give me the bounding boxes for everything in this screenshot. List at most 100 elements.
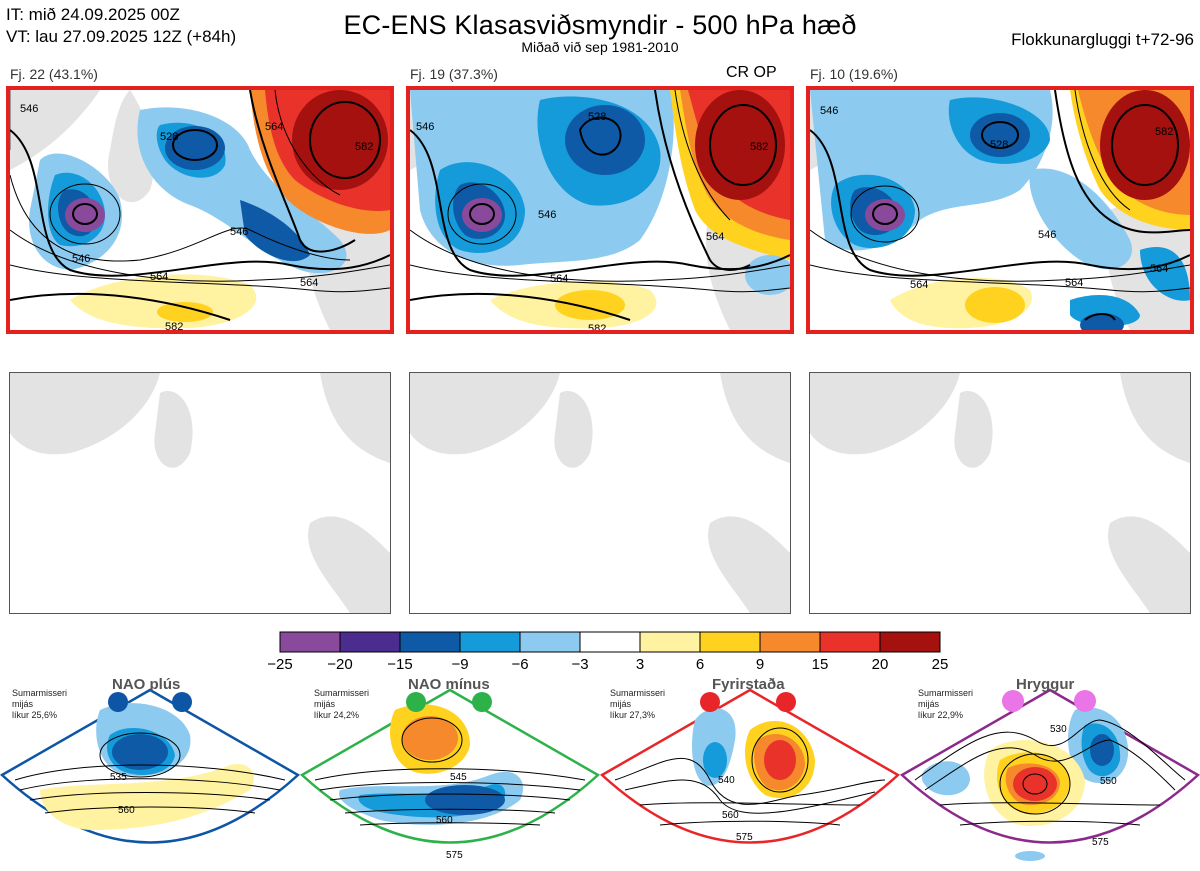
regime-ridge-contour-c: 575 — [1092, 837, 1109, 848]
cluster-1-contour-c: 564 — [265, 121, 283, 133]
cluster-3-contour-e: 582 — [1155, 126, 1173, 138]
regime-nao-minus-stat: mijás — [314, 699, 336, 709]
cluster-2-map-graphic: 546 528 546 564 564 582 582 — [410, 90, 790, 330]
colorbar-swatch-7 — [639, 631, 701, 653]
cluster-2-contour-b: 528 — [588, 111, 606, 123]
cluster-3-contour-c: 546 — [1038, 229, 1056, 241]
regime-blocking-season: Sumarmisseri — [610, 688, 666, 698]
regime-nao-minus-contour-a: 545 — [450, 772, 467, 783]
colorbar-swatch-2 — [339, 631, 401, 653]
control-operational-marker: CR OP — [726, 64, 777, 81]
colorbar-tick: −3 — [571, 656, 589, 673]
regime-ridge-info: Sumarmisseri mijás líkur 22,9% — [918, 688, 973, 721]
colorbar-swatch-11 — [879, 631, 941, 653]
cluster-1-label: Fj. 22 (43.1%) — [10, 66, 98, 82]
regime-nao-plus-title: NAO plús — [112, 676, 181, 693]
cluster-3-contour-d: 564 — [910, 279, 928, 291]
regime-nao-plus-stat: mijás — [12, 699, 34, 709]
colorbar-tick: 20 — [871, 656, 889, 673]
cluster-1-contour-i: 546 — [72, 253, 90, 265]
regime-blocking[interactable]: 540 560 575 Fyrirstaða Sumarmisseri mijá… — [600, 676, 900, 870]
empty-cluster-map-2[interactable] — [409, 372, 791, 614]
cluster-2-label: Fj. 19 (37.3%) — [410, 66, 498, 82]
regime-blocking-graphic: 540 560 575 — [600, 688, 900, 844]
regime-nao-minus-prob: líkur 24,2% — [314, 710, 360, 720]
cluster-3-contour-f: 564 — [1065, 277, 1083, 289]
regime-nao-minus-graphic: 545 560 575 — [300, 688, 600, 861]
colorbar-swatch-6 — [579, 631, 641, 653]
regime-nao-plus-season: Sumarmisseri — [12, 688, 68, 698]
regime-blocking-stat: mijás — [610, 699, 632, 709]
cluster-1-contour-g: 582 — [165, 321, 183, 330]
colorbar-tick: 3 — [635, 656, 645, 673]
cluster-3-contour-a: 546 — [820, 105, 838, 117]
regime-ridge-prob: líkur 22,9% — [918, 710, 964, 720]
cluster-3-contour-g: 564 — [1150, 263, 1168, 275]
time-info: IT: mið 24.09.2025 00Z VT: lau 27.09.202… — [6, 4, 236, 48]
cluster-2-contour-g: 582 — [750, 141, 768, 153]
colorbar-swatch-3 — [399, 631, 461, 653]
regime-nao-plus-contour-b: 560 — [118, 805, 135, 816]
regime-nao-plus-info: Sumarmisseri mijás líkur 25,6% — [12, 688, 67, 721]
regime-ridge-title: Hryggur — [1016, 676, 1075, 693]
regime-ridge-stat: mijás — [918, 699, 940, 709]
regime-nao-minus-dot-1 — [406, 692, 426, 712]
regime-blocking-dot-2 — [776, 692, 796, 712]
regime-nao-minus-contour-b: 560 — [436, 815, 453, 826]
regime-blocking-contour-b: 560 — [722, 810, 739, 821]
regime-blocking-info: Sumarmisseri mijás líkur 27,3% — [610, 688, 665, 721]
page-subtitle: Miðað við sep 1981-2010 — [521, 39, 679, 55]
cluster-2-contour-c: 546 — [538, 209, 556, 221]
colorbar-tick: −25 — [267, 656, 293, 673]
regime-ridge-dot-1 — [1002, 690, 1024, 712]
cluster-1-contour-b: 528 — [160, 131, 178, 143]
regime-ridge-season: Sumarmisseri — [918, 688, 974, 698]
colorbar-tick: 15 — [811, 656, 829, 673]
regime-blocking-contour-c: 575 — [736, 832, 753, 843]
regime-ridge-contour-a: 530 — [1050, 724, 1067, 735]
regime-ridge[interactable]: 530 550 575 Hryggur Sumarmisseri mijás l… — [900, 676, 1200, 870]
colorbar-tick: 25 — [931, 656, 949, 673]
cluster-2-contour-f: 582 — [588, 323, 606, 330]
colorbar-tick: −20 — [327, 656, 353, 673]
colorbar-tick: −9 — [451, 656, 469, 673]
colorbar-tick: 9 — [755, 656, 765, 673]
regime-nao-minus-title: NAO mínus — [408, 676, 490, 693]
regime-nao-plus-dot-2 — [172, 692, 192, 712]
regime-nao-plus-prob: líkur 25,6% — [12, 710, 58, 720]
regime-ridge-graphic: 530 550 575 — [900, 688, 1200, 861]
colorbar-swatch-9 — [759, 631, 821, 653]
regime-blocking-dot-1 — [700, 692, 720, 712]
colorbar-tick: −15 — [387, 656, 413, 673]
empty-map-2-graphic — [410, 373, 790, 613]
cluster-3-contour-b: 528 — [990, 139, 1008, 151]
regime-nao-minus-season: Sumarmisseri — [314, 688, 370, 698]
colorbar — [279, 631, 941, 653]
empty-map-3-graphic — [810, 373, 1190, 613]
regime-ridge-dot-2 — [1074, 690, 1096, 712]
cluster-2-map[interactable]: 546 528 546 564 564 582 582 — [406, 86, 794, 334]
colorbar-swatch-4 — [459, 631, 521, 653]
cluster-1-contour-h: 582 — [355, 141, 373, 153]
regime-nao-minus-dot-2 — [472, 692, 492, 712]
cluster-1-map-graphic: 546 528 564 546 564 564 582 582 546 — [10, 90, 390, 330]
classification-window: Flokkunargluggi t+72-96 — [1011, 30, 1194, 49]
empty-cluster-map-1[interactable] — [9, 372, 391, 614]
cluster-1-contour-f: 564 — [300, 277, 318, 289]
cluster-2-contour-e: 564 — [706, 231, 724, 243]
regime-nao-minus[interactable]: 545 560 575 NAO mínus Sumarmisseri mijás… — [300, 676, 600, 870]
cluster-3-map[interactable]: 546 528 546 564 582 564 564 — [806, 86, 1194, 334]
colorbar-swatch-8 — [699, 631, 761, 653]
empty-cluster-map-3[interactable] — [809, 372, 1191, 614]
valid-time: VT: lau 27.09.2025 12Z (+84h) — [6, 27, 237, 46]
regime-nao-plus-dot-1 — [108, 692, 128, 712]
colorbar-swatch-5 — [519, 631, 581, 653]
cluster-1-map[interactable]: 546 528 564 546 564 564 582 582 546 — [6, 86, 394, 334]
colorbar-tick: 6 — [695, 656, 705, 673]
cluster-3-label: Fj. 10 (19.6%) — [810, 66, 898, 82]
regime-nao-plus[interactable]: 535 560 NAO plús Sumarmisseri mijás líku… — [0, 676, 300, 870]
regime-blocking-prob: líkur 27,3% — [610, 710, 656, 720]
colorbar-swatch-1 — [279, 631, 341, 653]
regime-ridge-contour-b: 550 — [1100, 776, 1117, 787]
cluster-2-contour-a: 546 — [416, 121, 434, 133]
